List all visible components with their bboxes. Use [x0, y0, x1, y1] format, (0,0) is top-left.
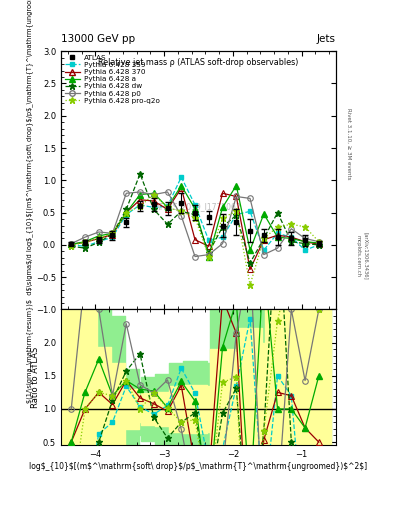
Text: ATLAS_2019_I1772062: ATLAS_2019_I1772062: [155, 202, 242, 210]
X-axis label: log$_{10}$[(m$^\mathrm{soft\ drop}$/p$_\mathrm{T}^\mathrm{ungroomed})$^2$]: log$_{10}$[(m$^\mathrm{soft\ drop}$/p$_\…: [29, 462, 367, 471]
Text: mcplots.cern.ch: mcplots.cern.ch: [356, 235, 361, 277]
Y-axis label: $(1/\sigma_\mathrm{resum})$  d$\sigma$/d log$_{10}$[(m$^\mathrm{soft\ drop}$/p$_: $(1/\sigma_\mathrm{resum})$ d$\sigma$/d …: [26, 0, 33, 403]
Text: [arXiv:1306.3436]: [arXiv:1306.3436]: [364, 232, 369, 280]
Legend: ATLAS, Pythia 6.428 359, Pythia 6.428 370, Pythia 6.428 a, Pythia 6.428 dw, Pyth: ATLAS, Pythia 6.428 359, Pythia 6.428 37…: [63, 53, 162, 105]
Y-axis label: Ratio to ATLAS: Ratio to ATLAS: [31, 347, 40, 408]
Text: 13000 GeV pp: 13000 GeV pp: [61, 33, 135, 44]
Text: Relative jet mass ρ (ATLAS soft-drop observables): Relative jet mass ρ (ATLAS soft-drop obs…: [98, 58, 299, 67]
Text: Jets: Jets: [317, 33, 336, 44]
Text: Rivet 3.1.10, ≥ 3M events: Rivet 3.1.10, ≥ 3M events: [346, 108, 351, 179]
